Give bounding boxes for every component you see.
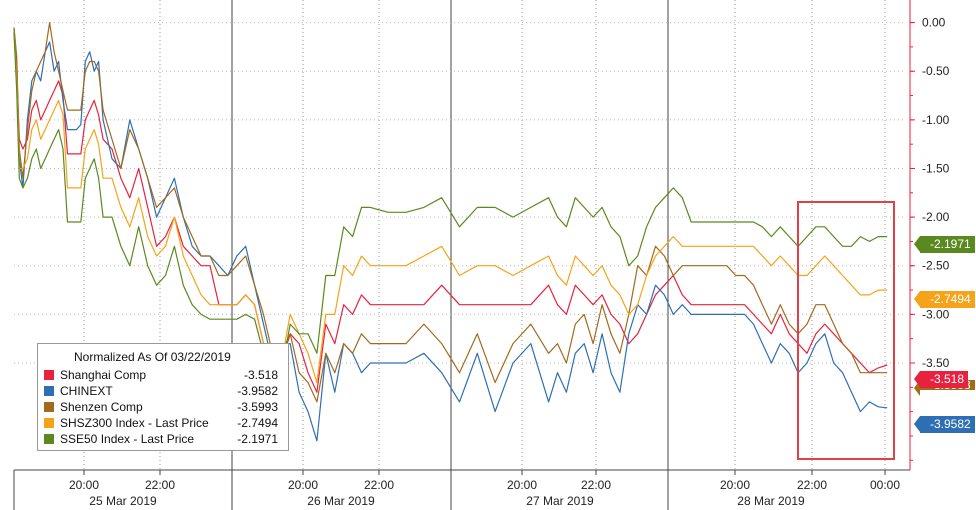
- legend-swatch: [44, 418, 54, 428]
- end-label-sse50: -2.1971: [914, 236, 975, 253]
- highlight-box: [797, 201, 895, 460]
- end-label-shanghai-comp: -3.518: [913, 371, 969, 388]
- x-tick-label: 00:00: [870, 478, 900, 492]
- legend-label: Shanghai Comp: [60, 368, 147, 382]
- legend-label: CHINEXT: [60, 384, 113, 398]
- legend: Normalized As Of 03/22/2019 Shanghai Com…: [37, 343, 289, 451]
- legend-label: Shenzen Comp: [60, 400, 143, 414]
- date-label: 27 Mar 2019: [526, 494, 594, 508]
- series-line-0: [13, 32, 888, 393]
- legend-swatch: [44, 434, 54, 444]
- legend-value: -2.7494: [237, 416, 278, 430]
- x-tick-label: 20:00: [507, 478, 537, 492]
- legend-item-shsz300: SHSZ300 Index - Last Price -2.7494: [44, 416, 284, 432]
- y-tick-label: -1.00: [922, 113, 950, 127]
- legend-value: -3.518: [243, 368, 278, 382]
- legend-item-chinext: CHINEXT -3.9582: [44, 384, 284, 400]
- series-line-2: [13, 22, 888, 403]
- y-axis: 0.00 -0.50 -1.00 -1.50 -2.00 -2.50 -3.00 -3.50: [909, 0, 950, 470]
- y-tick-label: -2.00: [922, 210, 950, 224]
- legend-swatch: [44, 402, 54, 412]
- series-line-4: [13, 32, 888, 374]
- x-tick-label: 22:00: [581, 478, 611, 492]
- legend-label: SHSZ300 Index - Last Price: [60, 416, 209, 430]
- legend-swatch: [44, 370, 54, 380]
- legend-value: -2.1971: [237, 432, 278, 446]
- end-label-shsz300: -2.7494: [914, 291, 975, 308]
- legend-item-shenzen-comp: Shenzen Comp -3.5993: [44, 400, 284, 416]
- date-label: 25 Mar 2019: [89, 494, 157, 508]
- legend-swatch: [44, 386, 54, 396]
- legend-item-shanghai-comp: Shanghai Comp -3.518: [44, 368, 284, 384]
- x-tick-label: 20:00: [288, 478, 318, 492]
- x-tick-label: 20:00: [69, 478, 99, 492]
- series-line-3: [13, 32, 888, 384]
- legend-label: SSE50 Index - Last Price: [60, 432, 195, 446]
- y-tick-label: 0.00: [922, 16, 946, 30]
- legend-value: -3.5993: [237, 400, 278, 414]
- series-lines: [13, 22, 888, 442]
- date-label: 28 Mar 2019: [737, 494, 805, 508]
- x-axis: 20:00 22:00 20:00 22:00 20:00 22:00 20:00 22:00…: [13, 469, 910, 510]
- y-tick-label: -0.50: [922, 64, 950, 78]
- legend-item-sse50: SSE50 Index - Last Price -2.1971: [44, 432, 284, 448]
- y-tick-label: -1.50: [922, 161, 950, 175]
- date-label: 26 Mar 2019: [307, 494, 375, 508]
- x-tick-label: 20:00: [720, 478, 750, 492]
- y-tick-label: -3.00: [922, 307, 950, 321]
- legend-title: Normalized As Of 03/22/2019: [74, 350, 231, 364]
- y-tick-label: -2.50: [922, 259, 950, 273]
- x-tick-label: 22:00: [364, 478, 394, 492]
- legend-value: -3.9582: [237, 384, 278, 398]
- x-tick-label: 22:00: [797, 478, 827, 492]
- y-tick-label: -3.50: [922, 356, 950, 370]
- end-label-chinext: -3.9582: [914, 416, 975, 433]
- x-tick-label: 22:00: [145, 478, 175, 492]
